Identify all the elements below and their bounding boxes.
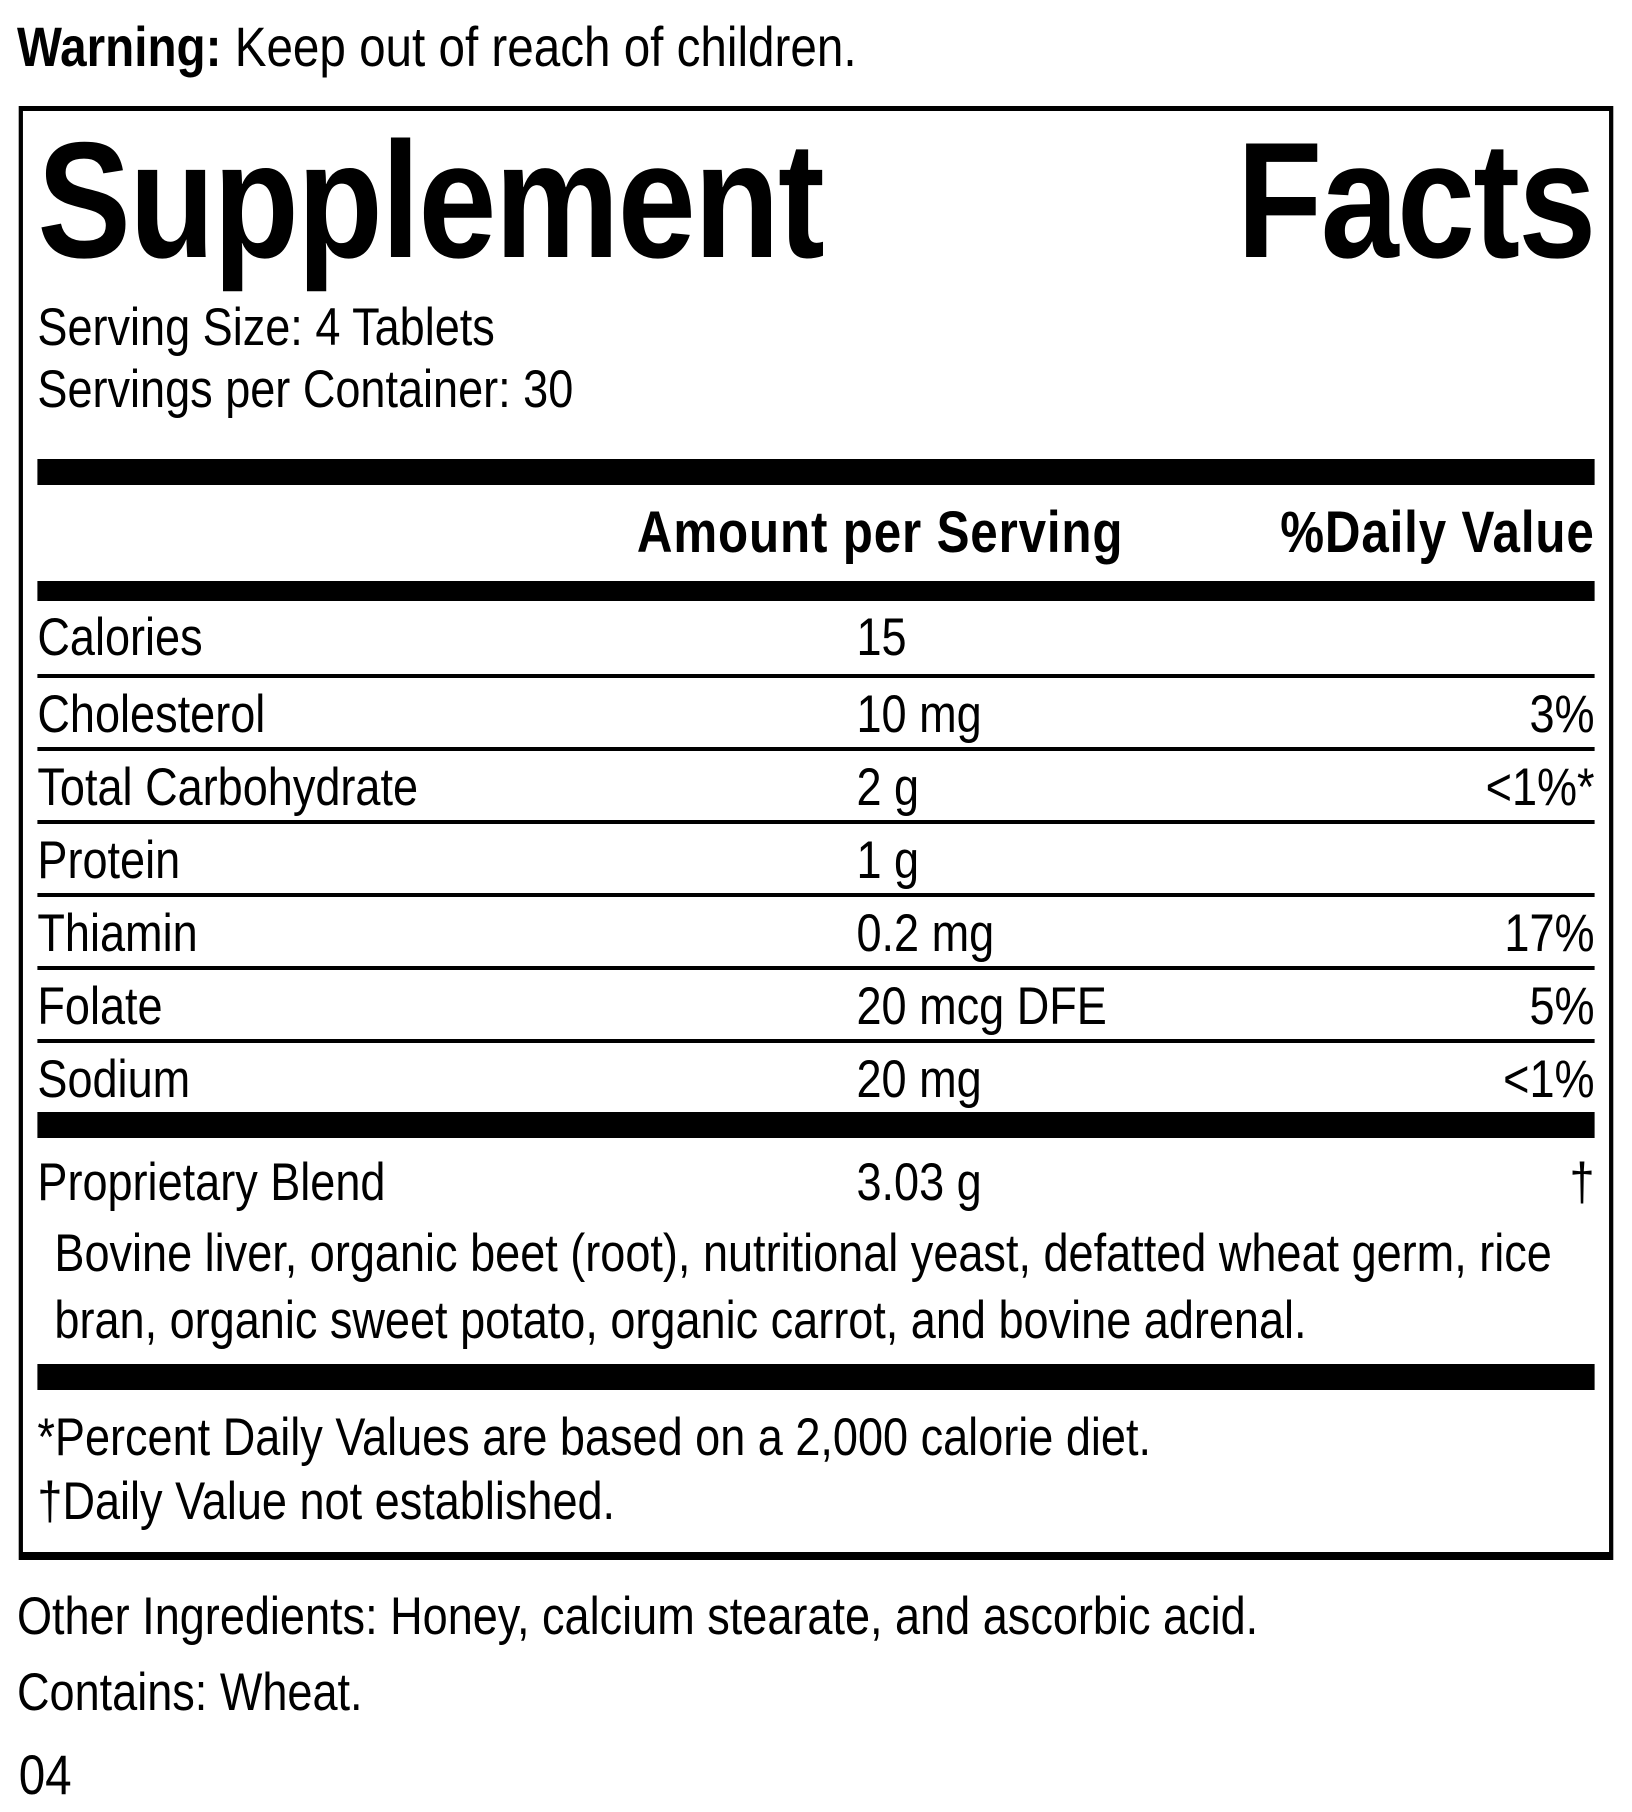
panel-title: Supplement Facts: [37, 108, 1597, 292]
panel-title-word-supplement: Supplement: [37, 108, 824, 292]
nutrient-dv: <1%: [1503, 1050, 1595, 1109]
nutrient-amount: 15: [856, 608, 907, 667]
amount-per-serving-header: Amount per Serving: [636, 500, 1124, 565]
nutrient-dv: <1%*: [1485, 758, 1595, 817]
nutrient-amount: 0.2 mg: [856, 904, 995, 963]
daily-value-header: %Daily Value: [1280, 500, 1595, 565]
nutrient-dv: 17%: [1504, 904, 1595, 963]
section-bar-above-blend: [37, 1112, 1595, 1138]
nutrient-row-sodium: Sodium 20 mg <1%: [37, 1039, 1595, 1112]
nutrient-amount: 20 mcg DFE: [856, 977, 1107, 1036]
footnote-daily-value-not-established: †Daily Value not established.: [37, 1472, 616, 1531]
proprietary-blend-amount: 3.03 g: [856, 1153, 982, 1212]
page-code: 04: [18, 1743, 72, 1806]
footnote-percent-daily-value: *Percent Daily Values are based on a 2,0…: [37, 1408, 1151, 1467]
nutrient-name: Total Carbohydrate: [37, 758, 419, 817]
proprietary-blend-row: Proprietary Blend 3.03 g †: [37, 1138, 1594, 1220]
supplement-facts-panel: Supplement Facts Serving Size: 4 Tablets…: [18, 106, 1614, 1560]
nutrient-name: Sodium: [37, 1050, 191, 1109]
nutrient-name: Protein: [37, 831, 181, 890]
servings-per-container: Servings per Container: 30: [37, 360, 574, 419]
nutrient-row-calories: Calories 15: [37, 601, 1594, 674]
nutrient-amount: 20 mg: [856, 1050, 982, 1109]
nutrient-amount: 1 g: [856, 831, 920, 890]
panel-title-word-facts: Facts: [1236, 108, 1597, 292]
other-ingredients: Other Ingredients: Honey, calcium steara…: [17, 1587, 1259, 1646]
nutrient-row-protein: Protein 1 g: [37, 820, 1595, 893]
warning-text: Keep out of reach of children.: [234, 15, 857, 78]
serving-size: Serving Size: 4 Tablets: [37, 298, 495, 357]
nutrient-name: Folate: [37, 977, 163, 1036]
nutrient-amount: 10 mg: [856, 685, 982, 744]
nutrient-name: Calories: [37, 608, 203, 667]
section-bar-top: [37, 459, 1595, 485]
nutrient-dv: 5%: [1529, 977, 1595, 1036]
nutrient-amount: 2 g: [856, 758, 920, 817]
warning-line: Warning: Keep out of reach of children.: [17, 12, 1632, 82]
blend-description: Bovine liver, organic beet (root), nutri…: [37, 1220, 1594, 1354]
nutrient-row-folate: Folate 20 mcg DFE 5%: [37, 966, 1595, 1039]
nutrient-row-thiamin: Thiamin 0.2 mg 17%: [37, 893, 1595, 966]
section-bar-under-header: [37, 581, 1595, 601]
column-header-row: Amount per Serving %Daily Value: [37, 485, 1594, 581]
nutrient-name: Cholesterol: [37, 685, 266, 744]
nutrient-dv: 3%: [1529, 685, 1595, 744]
nutrient-row-total-carbohydrate: Total Carbohydrate 2 g <1%*: [37, 747, 1595, 820]
blend-description-line: Bovine liver, organic beet (root), nutri…: [54, 1224, 1552, 1283]
proprietary-blend-dv-dagger: †: [1569, 1153, 1595, 1212]
nutrient-name: Thiamin: [37, 904, 198, 963]
section-bar-above-footnotes: [37, 1364, 1595, 1390]
proprietary-blend-name: Proprietary Blend: [37, 1153, 386, 1212]
nutrient-row-cholesterol: Cholesterol 10 mg 3%: [37, 674, 1595, 747]
supplement-label: Warning: Keep out of reach of children. …: [0, 12, 1632, 1808]
blend-description-line: bran, organic sweet potato, organic carr…: [54, 1291, 1307, 1350]
warning-label: Warning:: [17, 15, 222, 78]
contains-statement: Contains: Wheat.: [17, 1663, 363, 1722]
